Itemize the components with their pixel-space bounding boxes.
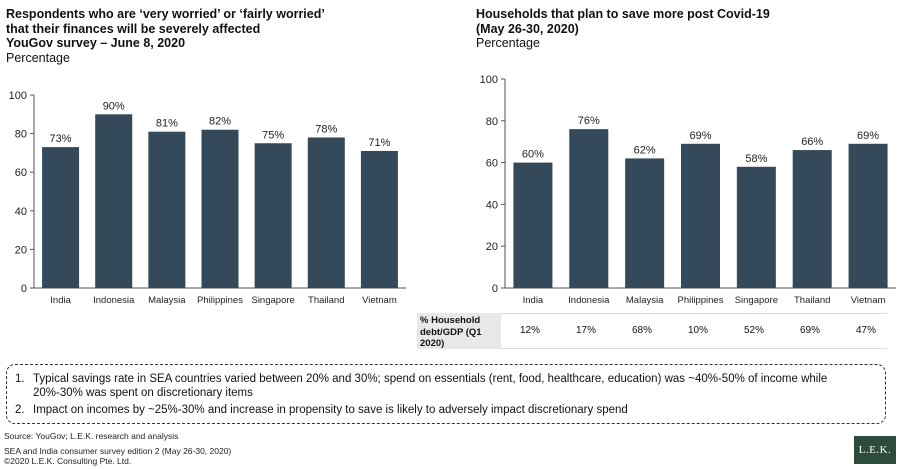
left-chart-y-tick-label: 100 bbox=[9, 90, 27, 102]
left-chart-value-label-vietnam: 71% bbox=[368, 137, 390, 149]
household-debt-label-line-3: 2020) bbox=[420, 338, 445, 349]
debt-value-india: 12% bbox=[519, 325, 540, 336]
left-chart-category-label-malaysia: Malaysia bbox=[148, 295, 186, 306]
debt-value-thailand: 69% bbox=[799, 325, 820, 336]
right-chart-bar-vietnam bbox=[848, 143, 888, 288]
right-chart-value-label-vietnam: 69% bbox=[857, 130, 879, 142]
lek-logo: L.E.K. bbox=[854, 436, 896, 464]
left-chart-category-label-india: India bbox=[50, 295, 71, 306]
debt-value-singapore: 52% bbox=[743, 325, 764, 336]
left-chart-bar-indonesia bbox=[95, 114, 133, 288]
right-chart-bar-thailand bbox=[792, 150, 832, 288]
left-chart-value-label-thailand: 78% bbox=[315, 123, 337, 135]
right-chart-value-label-indonesia: 76% bbox=[578, 115, 600, 127]
left-chart-value-label-indonesia: 90% bbox=[103, 100, 125, 112]
right-chart-bar-malaysia bbox=[625, 158, 665, 288]
right-chart-value-label-thailand: 66% bbox=[801, 136, 823, 148]
note-1-number: 1. bbox=[15, 373, 25, 385]
right-bar-chart: 0 20 40 60 80 100 60% India 76% Indonesia 62% Malay… bbox=[480, 74, 896, 306]
debt-value-vietnam: 47% bbox=[855, 325, 876, 336]
right-chart-category-label-philippines: Philippines bbox=[678, 295, 724, 306]
left-chart-category-label-thailand: Thailand bbox=[308, 295, 344, 306]
household-debt-table: % Household debt/GDP (Q1 2020) 12% 17% 6… bbox=[417, 313, 887, 349]
household-debt-row bbox=[501, 313, 887, 349]
right-chart-y-tick-label: 60 bbox=[486, 158, 498, 170]
left-chart-bar-vietnam bbox=[360, 150, 398, 288]
notes-box: 1. Typical savings rate in SEA countries… bbox=[6, 364, 886, 424]
right-chart-category-label-indonesia: Indonesia bbox=[568, 295, 610, 306]
right-chart-bar-india bbox=[513, 162, 553, 288]
left-chart-header: Respondents who are ‘very worried’ or ‘f… bbox=[6, 7, 325, 65]
left-chart-bar-philippines bbox=[201, 129, 239, 288]
right-chart-value-label-malaysia: 62% bbox=[634, 144, 656, 156]
right-chart-subtitle: Percentage bbox=[476, 36, 540, 50]
debt-value-malaysia: 68% bbox=[631, 325, 652, 336]
right-chart-bar-singapore bbox=[736, 166, 776, 288]
left-chart-bar-singapore bbox=[254, 143, 292, 288]
right-chart-value-label-singapore: 58% bbox=[745, 153, 767, 165]
left-chart-y-tick-label: 40 bbox=[15, 206, 27, 218]
left-chart-category-label-philippines: Philippines bbox=[197, 295, 243, 306]
left-chart-value-label-singapore: 75% bbox=[262, 129, 284, 141]
household-debt-label-line-2: debt/GDP (Q1 bbox=[420, 326, 482, 338]
right-chart-category-label-india: India bbox=[523, 295, 544, 306]
debt-value-indonesia: 17% bbox=[575, 325, 596, 336]
left-chart-y-tick-label: 60 bbox=[15, 167, 27, 179]
left-chart-y-tick-label: 20 bbox=[15, 244, 27, 256]
left-chart-title-line-3: YouGov survey – June 8, 2020 bbox=[6, 36, 186, 50]
right-chart-value-label-philippines: 69% bbox=[689, 130, 711, 142]
left-chart-y-tick-label: 80 bbox=[15, 129, 27, 141]
right-chart-category-label-malaysia: Malaysia bbox=[626, 295, 664, 306]
right-chart-category-label-singapore: Singapore bbox=[735, 295, 778, 306]
right-chart-bar-philippines bbox=[681, 143, 720, 288]
left-chart-bar-india bbox=[42, 147, 80, 288]
left-chart-bar-malaysia bbox=[148, 131, 186, 288]
right-chart-header: Households that plan to save more post C… bbox=[476, 7, 770, 51]
right-chart-y-tick-label: 0 bbox=[492, 283, 498, 295]
footer-source: Source: YouGov; L.E.K. research and anal… bbox=[4, 431, 179, 441]
household-debt-label-line-1: % Household bbox=[420, 315, 481, 326]
household-debt-label: % Household debt/GDP (Q1 2020) bbox=[417, 313, 501, 349]
left-chart-value-label-malaysia: 81% bbox=[156, 118, 178, 130]
left-chart-bar-thailand bbox=[307, 137, 345, 288]
right-chart-title-line-2: (May 26-30, 2020) bbox=[476, 21, 579, 36]
left-chart-subtitle: Percentage bbox=[6, 50, 70, 65]
right-chart-value-label-india: 60% bbox=[522, 149, 544, 161]
left-chart-category-label-indonesia: Indonesia bbox=[93, 295, 135, 306]
left-chart-value-label-india: 73% bbox=[50, 133, 72, 145]
footer-edition: SEA and India consumer survey edition 2 … bbox=[4, 446, 232, 456]
right-chart-category-label-thailand: Thailand bbox=[794, 295, 830, 306]
right-chart-y-tick-label: 100 bbox=[480, 74, 498, 86]
note-2-text: Impact on incomes by ~25%-30% and increa… bbox=[33, 404, 628, 416]
note-1-text: Typical savings rate in SEA countries va… bbox=[33, 373, 828, 399]
right-chart-bar-indonesia bbox=[569, 129, 609, 288]
left-bar-chart: 0 20 40 60 80 100 73% India 90% Indonesia 81% Malay… bbox=[9, 90, 406, 306]
left-chart-value-label-philippines: 82% bbox=[209, 116, 231, 128]
right-chart-y-tick-label: 20 bbox=[486, 241, 498, 253]
left-chart-title-line-2: that their finances will be severely aff… bbox=[6, 21, 261, 36]
right-chart-y-tick-label: 40 bbox=[486, 199, 498, 211]
right-chart-y-tick-label: 80 bbox=[486, 116, 498, 128]
right-chart-category-label-vietnam: Vietnam bbox=[851, 295, 886, 306]
left-chart-category-label-singapore: Singapore bbox=[251, 295, 294, 306]
left-chart-category-label-vietnam: Vietnam bbox=[362, 295, 397, 306]
right-chart-title-line-1: Households that plan to save more post C… bbox=[476, 7, 770, 21]
debt-value-philippines: 10% bbox=[687, 325, 708, 336]
left-chart-title-line-1: Respondents who are ‘very worried’ or ‘f… bbox=[6, 7, 325, 21]
left-chart-y-tick-label: 0 bbox=[21, 283, 27, 295]
footer-copyright: ©2020 L.E.K. Consulting Pte. Ltd. bbox=[4, 456, 132, 466]
note-2-number: 2. bbox=[15, 404, 25, 416]
